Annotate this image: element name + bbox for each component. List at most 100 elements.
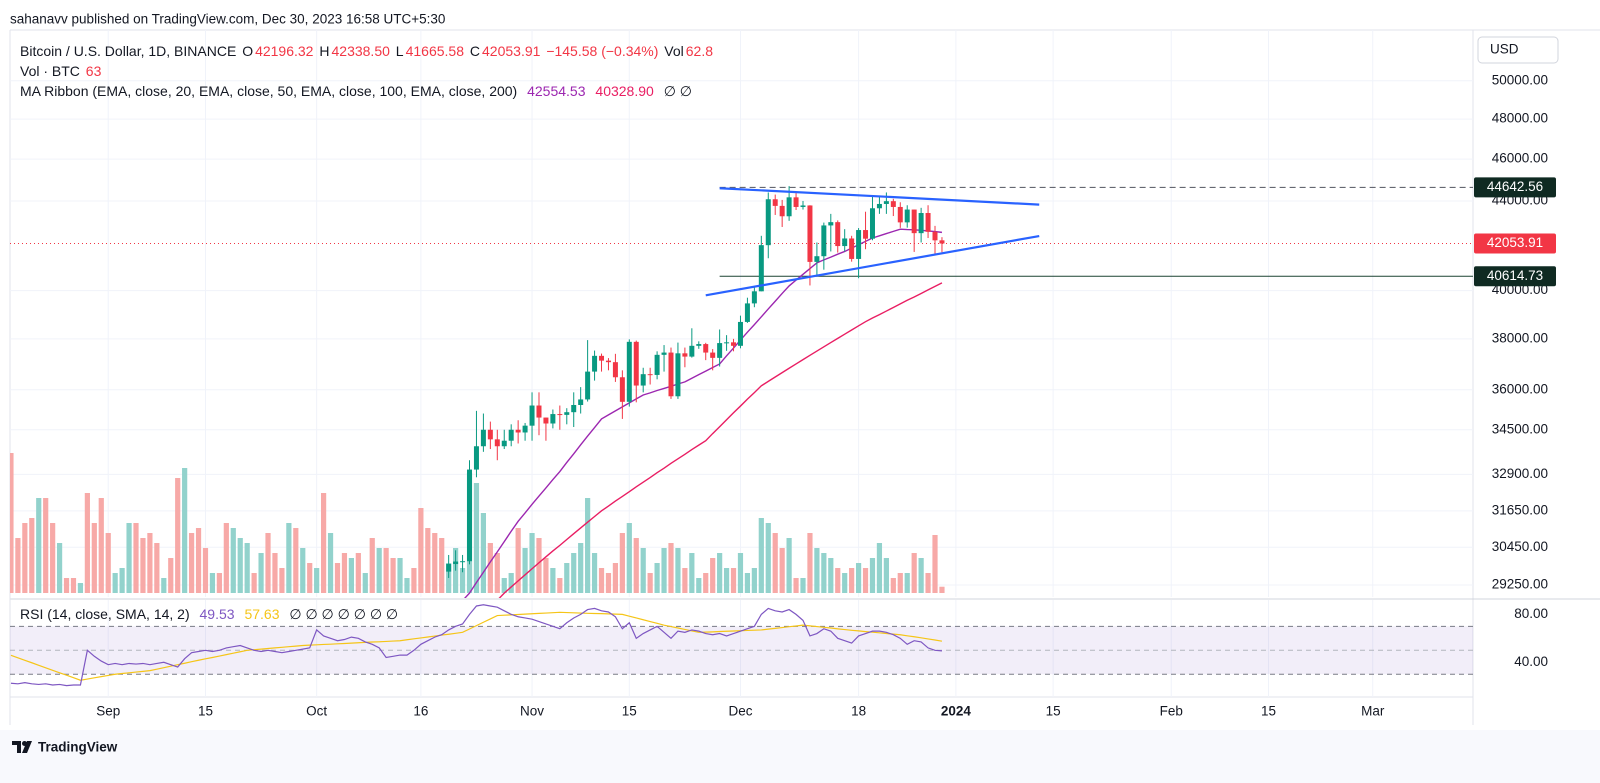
candle-body [883,201,889,204]
volume-bar [793,578,799,593]
volume-bar [84,493,90,593]
volume-bar [501,578,507,593]
volume-bar [182,468,188,593]
volume-name: Vol · BTC [20,63,80,79]
candle-body [592,355,598,372]
volume-bar [216,573,222,593]
candle-body [897,206,903,223]
ma-name: MA Ribbon (EMA, close, 20, EMA, close, 5… [20,83,518,99]
candle-body [460,561,466,563]
volume-bar [147,533,153,593]
candle-body [856,230,862,259]
volume-bar [550,568,556,593]
candle-body [765,199,771,246]
candle-body [453,561,459,565]
header: sahanavv published on TradingView.com, D… [10,12,445,27]
price-label: 40614.73 [1487,268,1543,283]
volume-bar [807,533,813,593]
volume-bar [515,528,521,593]
volume-bar [717,553,723,593]
volume-bar [689,553,695,593]
volume-bar [362,573,368,593]
volume-bar [244,543,250,593]
volume-bar [154,543,160,593]
volume-bar [161,578,167,593]
x-tick-label: 15 [622,704,637,719]
candle-body [557,414,563,416]
candle-body [585,371,591,400]
volume-bar [77,583,84,593]
volume-bar [904,573,910,593]
rsi-layer [10,604,1473,687]
y-tick-label: 34500.00 [1492,421,1548,436]
vol-key: Vol [664,43,684,59]
volume-bar [786,538,792,593]
volume-bar [640,548,646,593]
ohlc-value: 41665.58 [405,43,464,59]
volume-legend: Vol · BTC 63 [20,62,103,80]
candle-body [717,343,723,358]
volume-bar [418,508,424,593]
volume-bar [91,523,97,593]
volume-bar [272,553,278,593]
volume-bar [230,528,236,593]
volume-bar [675,548,681,593]
volume-bar [43,498,49,593]
candle-body [932,231,938,241]
rsi-tick-label: 80.00 [1514,606,1548,621]
volume-bar [855,563,862,593]
volume-bar [404,578,410,593]
volume-value: 63 [85,63,102,79]
axes: 50000.0048000.0046000.0044000.0040000.00… [96,72,1556,719]
volume-bar [446,563,452,593]
candle-body [904,209,910,223]
volume-bar [737,553,744,593]
rsi-value: 57.63 [244,606,280,622]
ma-hidden: ∅ ∅ [663,83,692,99]
volume-bar [251,573,257,593]
currency[interactable]: USD [1490,42,1519,57]
price-label: 44642.56 [1487,179,1543,194]
trendline [719,187,1040,206]
rsi-value: 49.53 [199,606,235,622]
volume-bar [348,558,354,593]
volume-bar [862,568,869,593]
x-tick-label: Feb [1160,704,1183,719]
volume-bar [557,578,563,593]
candle-body [578,399,584,405]
ohlc-value: 42338.50 [331,43,390,59]
y-tick-label: 38000.00 [1492,330,1548,345]
ohlc-value: 42053.91 [482,43,541,59]
candle-body [682,353,688,357]
candle-body [446,564,452,572]
x-tick-label: 15 [1046,704,1061,719]
volume-bar [821,553,827,593]
candle-body [473,446,479,470]
candle-body [571,404,577,413]
candle-body [550,414,556,424]
volume-bar [168,558,174,593]
currency-box[interactable] [1477,36,1559,64]
candle-body [835,222,841,247]
volume-bar [654,563,660,593]
volume-bar [612,563,619,593]
volume-bar [432,533,438,593]
logo-mark [12,741,21,753]
volume-bar [876,543,883,593]
rsi-line [10,604,943,687]
candle-body [508,429,514,441]
candle-body [737,321,743,346]
volume-bar [397,558,403,593]
candle-body [605,360,611,363]
volume-bar [237,538,243,593]
volume-bar [314,568,320,593]
volume-bar [105,533,111,593]
y-tick-label: 50000.00 [1492,72,1548,87]
volume-bar [293,528,299,593]
candle-body [529,405,535,426]
volume-bar [480,513,487,593]
volume-bar [473,483,480,593]
volume-bar [175,478,181,593]
volume-bar [751,568,757,593]
rsi-tick-label: 40.00 [1514,654,1548,669]
